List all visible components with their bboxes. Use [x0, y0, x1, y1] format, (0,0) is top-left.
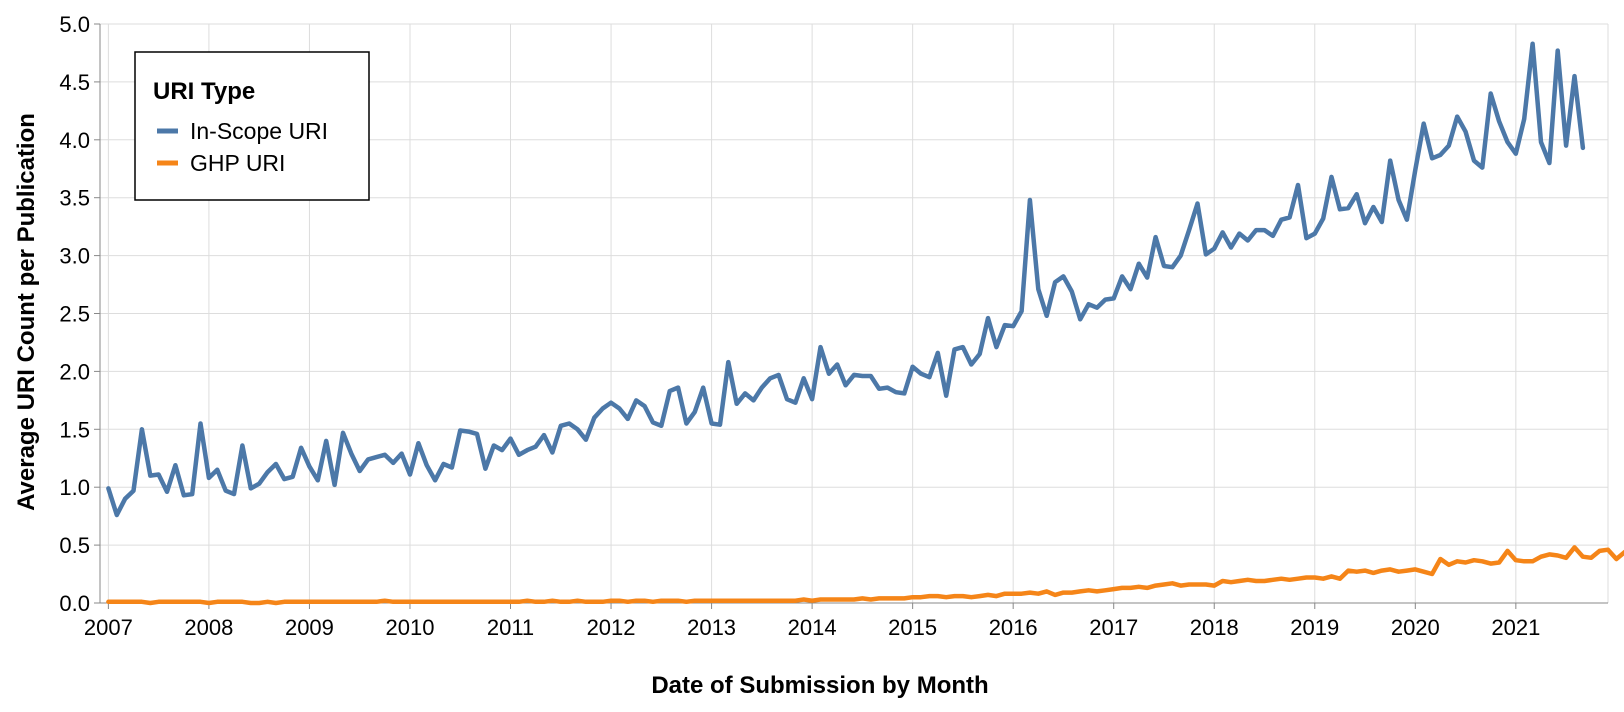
- legend-box: [134, 51, 370, 201]
- x-tick-label: 2015: [888, 615, 937, 640]
- y-tick-label: 4.0: [59, 128, 90, 153]
- x-tick-label: 2009: [285, 615, 334, 640]
- legend-label-in-scope-uri: In-Scope URI: [190, 118, 328, 144]
- x-axis-title: Date of Submission by Month: [651, 672, 988, 699]
- series-layer: [106, 41, 1624, 606]
- x-tick-label: 2019: [1290, 615, 1339, 640]
- x-tick-label: 2010: [386, 615, 435, 640]
- y-tick-label: 0.5: [59, 533, 90, 558]
- y-tick-label: 0.0: [59, 591, 90, 616]
- legend-label-ghp-uri: GHP URI: [190, 150, 285, 176]
- x-tick-label: 2017: [1089, 615, 1138, 640]
- x-tick-label: 2013: [687, 615, 736, 640]
- y-tick-label: 5.0: [59, 12, 90, 37]
- x-tick-label: 2021: [1491, 615, 1540, 640]
- x-tick-label: 2011: [487, 615, 534, 640]
- series-line-in-scope-uri: [106, 41, 1586, 518]
- x-tick-label: 2016: [989, 615, 1038, 640]
- x-tick-label: 2008: [184, 615, 233, 640]
- x-tick-label: 2014: [788, 615, 837, 640]
- y-tick-label: 2.0: [59, 359, 90, 384]
- x-tick-label: 2018: [1190, 615, 1239, 640]
- grid-layer: [100, 23, 1609, 604]
- y-tick-label: 3.5: [59, 186, 90, 211]
- x-tick-label: 2007: [84, 615, 133, 640]
- y-tick-label: 2.5: [59, 302, 90, 327]
- axes-layer: 0.0 0.5 1.0 1.5 2.0 2.5 3.0 3.5 4.0 4.5 5.0 2007 200…: [59, 12, 1608, 640]
- y-tick-label: 1.5: [59, 417, 90, 442]
- series-line-ghp-uri: [106, 545, 1624, 606]
- x-tick-label: 2012: [587, 615, 636, 640]
- legend-title: URI Type: [153, 78, 255, 105]
- x-tick-label: 2020: [1391, 615, 1440, 640]
- y-tick-label: 1.0: [59, 475, 90, 500]
- y-axis-title: Average URI Count per Publication: [13, 113, 40, 511]
- y-tick-label: 3.0: [59, 244, 90, 269]
- legend: URI Type In-Scope URI GHP URI: [134, 51, 370, 201]
- y-tick-label: 4.5: [59, 70, 90, 95]
